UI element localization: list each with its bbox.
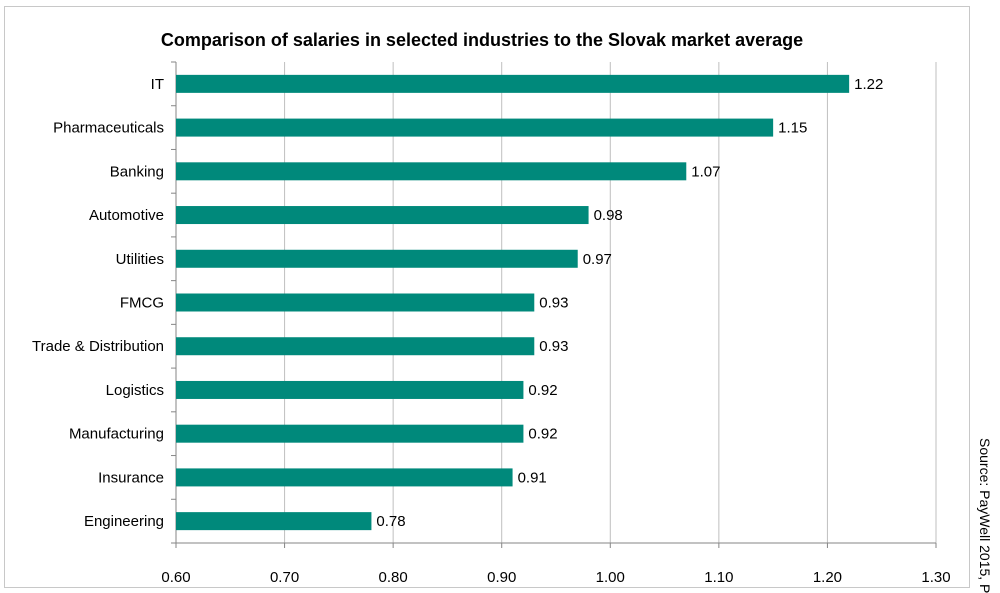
x-tick-label: 1.20 xyxy=(813,569,842,586)
category-label: Insurance xyxy=(98,469,164,486)
data-label: 0.93 xyxy=(539,295,568,312)
bar xyxy=(176,468,513,487)
data-label: 0.98 xyxy=(594,207,623,224)
category-label: Banking xyxy=(110,163,164,180)
labels: 0.60 0.70 0.80 0.90 1.00 1.10 1.20 1.30 IT 1.22 Ph… xyxy=(32,76,951,586)
category-label: Automotive xyxy=(89,207,164,224)
x-tick-label: 1.10 xyxy=(704,569,733,586)
x-tick-label: 0.70 xyxy=(270,569,299,586)
category-label: Logistics xyxy=(106,382,164,399)
data-label: 1.07 xyxy=(691,163,720,180)
category-label: IT xyxy=(151,76,164,93)
chart-title: Comparison of salaries in selected indus… xyxy=(161,30,803,50)
category-label: Utilities xyxy=(116,251,164,268)
bar xyxy=(176,424,524,443)
category-label: FMCG xyxy=(120,295,164,312)
x-tick-label: 0.80 xyxy=(379,569,408,586)
category-label: Pharmaceuticals xyxy=(53,120,164,137)
data-label: 0.78 xyxy=(376,513,405,530)
bar xyxy=(176,249,578,268)
category-label: Engineering xyxy=(84,513,164,530)
bar xyxy=(176,118,774,137)
data-label: 0.97 xyxy=(583,251,612,268)
bar xyxy=(176,162,687,181)
x-tick-label: 1.00 xyxy=(596,569,625,586)
bar xyxy=(176,337,535,356)
bar xyxy=(176,206,589,225)
x-tick-label: 0.90 xyxy=(487,569,516,586)
data-label: 1.15 xyxy=(778,120,807,137)
data-label: 1.22 xyxy=(854,76,883,93)
bars xyxy=(176,74,850,531)
category-label: Manufacturing xyxy=(69,426,164,443)
bar xyxy=(176,293,535,312)
data-label: 0.91 xyxy=(518,469,547,486)
gridlines xyxy=(284,62,937,543)
bar xyxy=(176,74,850,93)
bar xyxy=(176,512,372,531)
bar xyxy=(176,380,524,399)
data-label: 0.92 xyxy=(528,426,557,443)
x-tick-label: 0.60 xyxy=(161,569,190,586)
data-label: 0.92 xyxy=(528,382,557,399)
x-tick-label: 1.30 xyxy=(921,569,950,586)
category-label: Trade & Distribution xyxy=(32,338,164,355)
source-note: Source: PayWell 2015, PwC xyxy=(977,438,993,593)
data-label: 0.93 xyxy=(539,338,568,355)
